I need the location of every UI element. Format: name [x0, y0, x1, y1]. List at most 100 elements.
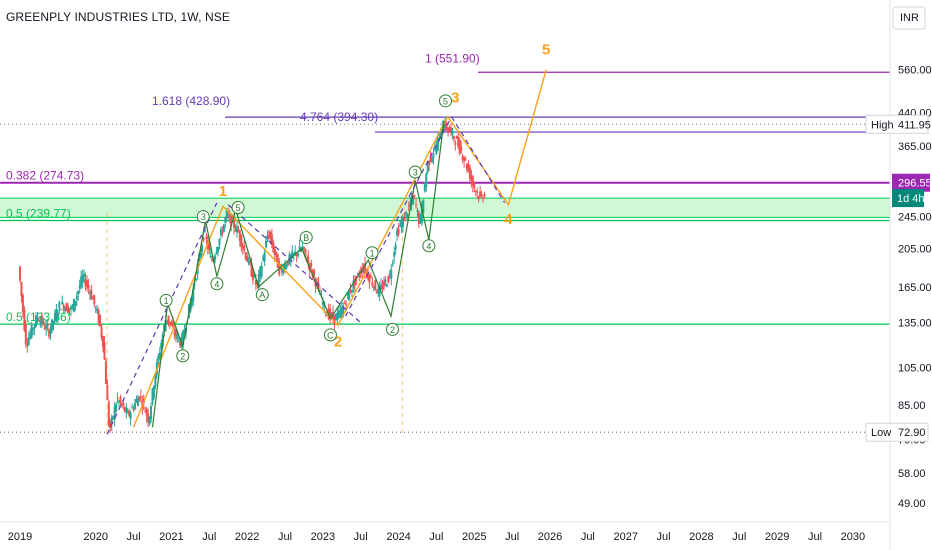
candle-body [171, 322, 174, 328]
candle-body [134, 403, 137, 409]
candle-body [404, 211, 407, 215]
candle-body [247, 259, 250, 263]
candle-body [51, 319, 54, 331]
candle-body [222, 224, 225, 232]
candle-body [463, 157, 466, 161]
candle-body [203, 230, 206, 232]
candle-body [401, 216, 404, 228]
candle-body [300, 249, 303, 252]
level-label: 0.5 (133.86) [6, 310, 71, 324]
candle-body [116, 398, 119, 400]
wave-label-major: 5 [542, 41, 550, 58]
candle-body [131, 407, 134, 409]
candle-body [115, 404, 118, 412]
candle-body [412, 196, 415, 205]
candle-body [420, 203, 423, 224]
candle-body [292, 253, 295, 255]
candle-body [311, 270, 314, 277]
wave-circle [439, 94, 453, 108]
candle-body [157, 355, 160, 362]
candle-body [451, 130, 454, 135]
candle-body [416, 209, 419, 212]
candle-body [251, 272, 254, 281]
candle-body [333, 314, 336, 323]
candle-body [464, 159, 467, 161]
sub-wave-path [151, 120, 445, 428]
candle-body [358, 275, 361, 277]
candle-body [348, 292, 351, 301]
candle-body [385, 284, 388, 287]
candle-body [139, 396, 142, 398]
candle-body [90, 289, 93, 299]
x-tick-label: Jul [429, 531, 443, 543]
candle-body [356, 273, 359, 275]
candle-body [479, 191, 482, 197]
candle-body [276, 254, 279, 268]
candle-body [483, 194, 486, 197]
candle-body [445, 123, 448, 130]
candle-body [378, 285, 381, 296]
candle-body [29, 333, 32, 339]
candle-body [151, 388, 154, 404]
candle-body [179, 340, 182, 347]
candle-body [37, 320, 40, 322]
candle-body [227, 213, 230, 215]
fib-zone-rect [0, 198, 890, 218]
price-badge-text: 411.95 [898, 119, 931, 131]
candle-body [144, 411, 147, 413]
candle-body [104, 360, 107, 384]
candle-body [164, 319, 167, 332]
candle-body [154, 374, 157, 387]
candle-body [377, 288, 380, 294]
candle-body [257, 273, 260, 288]
wave-circle [159, 293, 173, 307]
wave-circle [299, 230, 313, 244]
candle-body [476, 191, 479, 193]
candle-body [52, 321, 55, 324]
candle-body [101, 336, 104, 347]
candle-body [230, 213, 233, 227]
candle-body [199, 252, 202, 257]
wave-circle [386, 322, 400, 336]
candle-body [260, 266, 263, 277]
y-tick-label: 85.00 [898, 400, 926, 412]
candle-body [270, 234, 273, 246]
candle-body [88, 292, 91, 294]
y-tick-label: 58.00 [898, 468, 926, 480]
candle-body [265, 240, 268, 248]
candle-body [160, 342, 163, 349]
y-tick-label: 205.00 [898, 243, 932, 255]
candle-body [241, 245, 244, 249]
candle-body [310, 262, 313, 267]
candle-body [342, 305, 345, 315]
candle-body [340, 307, 343, 319]
candle-body [103, 342, 106, 360]
candle-body [234, 229, 237, 231]
wave-circle [196, 210, 210, 224]
wave-label-major: 4 [504, 211, 513, 228]
candle-body [158, 352, 161, 358]
y-tick-label: 165.00 [898, 282, 932, 294]
candles [19, 116, 486, 433]
candle-body [118, 400, 121, 403]
candle-body [403, 217, 406, 221]
candle-body [45, 325, 48, 329]
candle-body [263, 252, 266, 262]
candle-body [80, 276, 83, 287]
x-tick-label: Jul [505, 531, 519, 543]
candle-body [381, 286, 384, 290]
candle-body [71, 305, 74, 308]
candle-body [128, 410, 131, 416]
candle-body [447, 127, 450, 132]
candle-body [397, 228, 400, 235]
y-tick-label: 49.00 [898, 498, 926, 510]
candle-body [166, 320, 169, 322]
candle-body [150, 406, 153, 420]
candle-body [110, 417, 113, 425]
candle-body [330, 313, 333, 316]
candle-body [409, 203, 412, 206]
candle-body [431, 157, 434, 163]
candle-body [107, 401, 110, 426]
